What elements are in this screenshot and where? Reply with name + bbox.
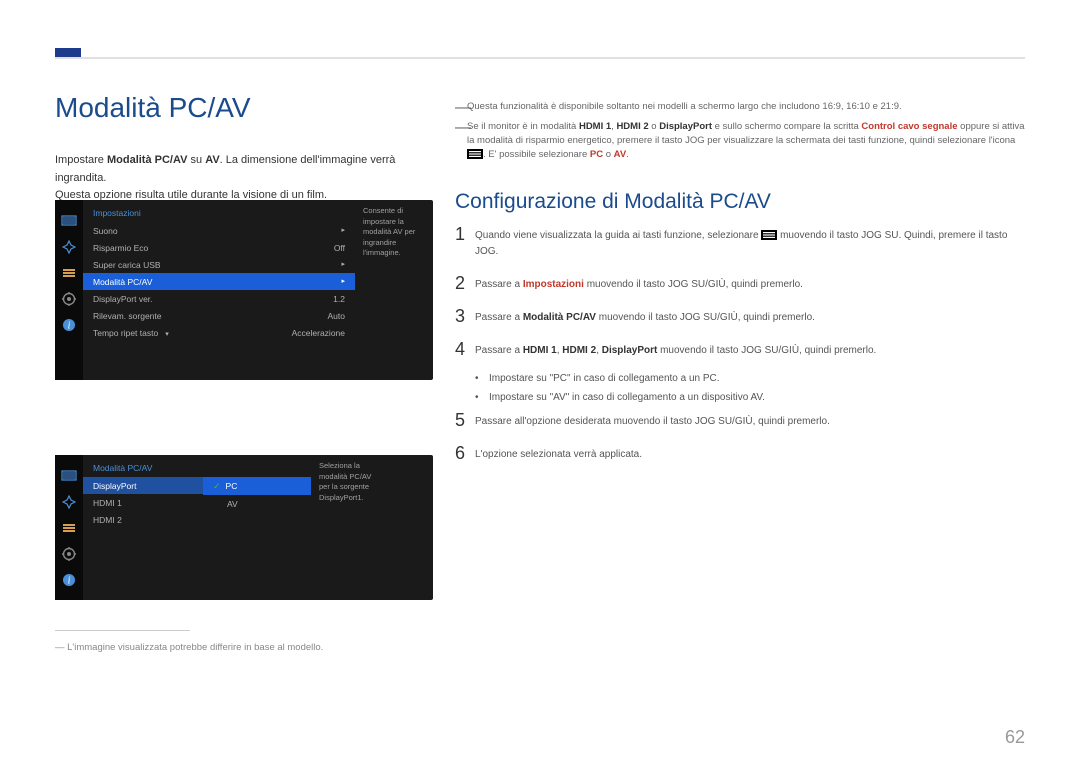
step-1-text: Quando viene visualizzata la guida ai ta… [475, 225, 1030, 260]
monitor-icon [59, 466, 79, 486]
menu-icon [467, 149, 483, 159]
osd-row-dpver: DisplayPort ver.1.2 [83, 290, 355, 307]
page-number: 62 [1005, 727, 1025, 748]
checkmark-icon: ✓ [213, 481, 221, 492]
intro-paragraph: Impostare Modalità PC/AV su AV. La dimen… [55, 152, 435, 205]
bullet-icon: • [475, 373, 489, 384]
osd-row-eco: Risparmio EcoOff [83, 239, 355, 256]
options-icon [59, 518, 79, 538]
osd-row-repeat: Tempo ripet tasto ▾Accelerazione [83, 324, 355, 341]
step-6-text: L'opzione selezionata verrà applicata. [475, 444, 642, 463]
footnote-separator [55, 630, 190, 631]
osd-description-2: Seleziona la modalità PC/AV per la sorge… [311, 455, 389, 600]
note-signal: Se il monitor è in modalità HDMI 1, HDMI… [467, 120, 1030, 161]
menu-icon [761, 230, 777, 240]
step-4-text: Passare a HDMI 1, HDMI 2, DisplayPort mu… [475, 340, 876, 359]
step-num-5: 5 [455, 411, 475, 429]
section-title: Configurazione di Modalità PC/AV [455, 190, 771, 214]
step-5-text: Passare all'opzione desiderata muovendo … [475, 411, 830, 430]
bullet-icon: • [475, 392, 489, 403]
info-icon: i [59, 315, 79, 335]
footnote-model: ― L'immagine visualizzata potrebbe diffe… [55, 642, 323, 653]
dash-icon: ― [455, 100, 467, 116]
note-aspect: Questa funzionalità è disponibile soltan… [467, 100, 902, 116]
osd-row-pcav: Modalità PC/AV▸ [83, 273, 355, 290]
osd-row-suono: Suono▸ [83, 222, 355, 239]
bullet-av: Impostare su "AV" in caso di collegament… [489, 392, 765, 403]
header-divider [55, 57, 1025, 59]
steps-list: 1 Quando viene visualizzata la guida ai … [455, 225, 1030, 477]
osd-menu-list: Impostazioni Suono▸ Risparmio EcoOff Sup… [83, 200, 355, 380]
info-icon: i [59, 570, 79, 590]
osd-sidebar-icons-2: i [55, 455, 83, 600]
svg-text:i: i [68, 576, 71, 587]
osd-row-usb: Super carica USB▸ [83, 256, 355, 273]
osd-row-hdmi1: HDMI 1 [83, 494, 203, 511]
osd-row-hdmi2: HDMI 2 [83, 511, 203, 528]
osd-row-displayport: DisplayPort [83, 477, 203, 494]
osd-panel-settings: i Impostazioni Suono▸ Risparmio EcoOff S… [55, 200, 433, 380]
step-2-text: Passare a Impostazioni muovendo il tasto… [475, 274, 803, 293]
osd-menu-header-2: Modalità PC/AV [83, 461, 203, 477]
osd-source-list: Modalità PC/AV DisplayPort HDMI 1 HDMI 2 [83, 455, 203, 600]
osd-panel-pcav: i Modalità PC/AV DisplayPort HDMI 1 HDMI… [55, 455, 433, 600]
picture-icon [59, 492, 79, 512]
osd-sidebar-icons: i [55, 200, 83, 380]
step-num-3: 3 [455, 307, 475, 325]
settings-icon [59, 289, 79, 309]
monitor-icon [59, 211, 79, 231]
dash-icon: ― [455, 120, 467, 161]
step-3-text: Passare a Modalità PC/AV muovendo il tas… [475, 307, 815, 326]
osd-row-source: Rilevam. sorgenteAuto [83, 307, 355, 324]
bullet-pc: Impostare su "PC" in caso di collegament… [489, 373, 720, 384]
options-icon [59, 263, 79, 283]
step-num-4: 4 [455, 340, 475, 358]
osd-sub-av: AV [203, 495, 311, 512]
right-notes: ― Questa funzionalità è disponibile solt… [455, 100, 1030, 165]
picture-icon [59, 237, 79, 257]
svg-text:i: i [68, 321, 71, 332]
osd-description: Consente di impostare la modalità AV per… [355, 200, 433, 380]
settings-icon [59, 544, 79, 564]
osd-menu-header: Impostazioni [83, 206, 355, 222]
step-num-6: 6 [455, 444, 475, 462]
osd-sub-pc: ✓PC [203, 477, 311, 495]
step-num-1: 1 [455, 225, 475, 243]
osd-submenu: ✓PC AV [203, 455, 311, 600]
page-title: Modalità PC/AV [55, 92, 251, 124]
step-num-2: 2 [455, 274, 475, 292]
